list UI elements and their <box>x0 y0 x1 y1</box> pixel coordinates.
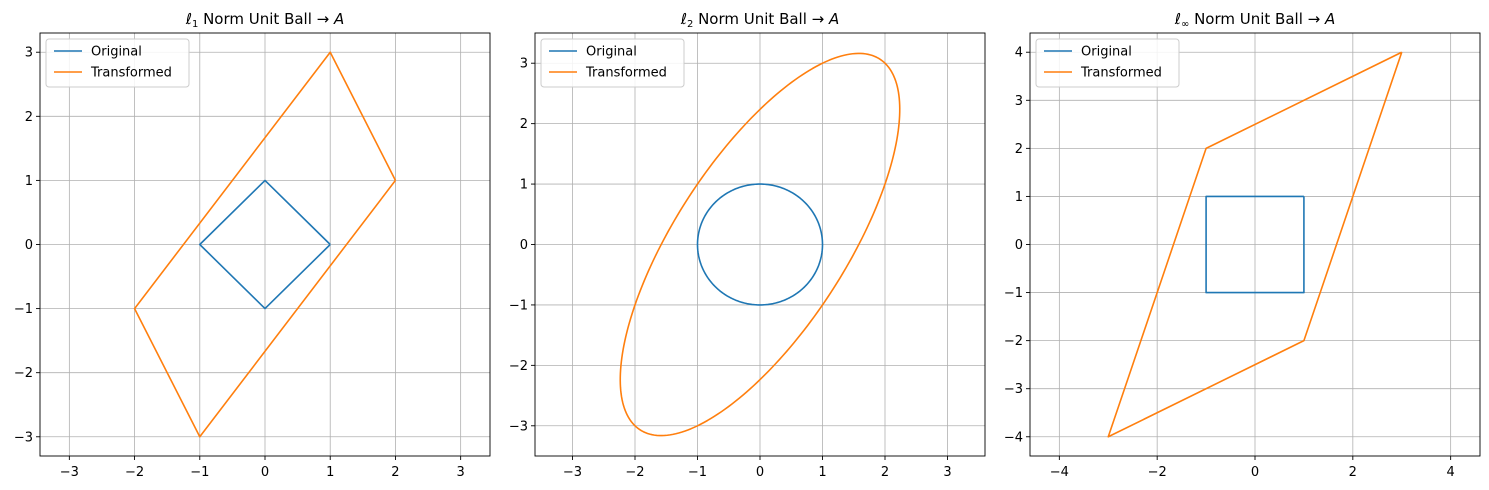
x-tick-label: 1 <box>326 465 334 480</box>
y-tick-label: 4 <box>1015 46 1023 61</box>
x-tick-label: −2 <box>1148 465 1167 480</box>
legend-label-original: Original <box>91 45 142 60</box>
subplot-1: −3 −2 −1 0 1 2 3 −3 −2 −1 0 1 2 3 ℓ1 Norm Unit Ball → … <box>14 10 491 480</box>
y-tick-label: 1 <box>1015 190 1023 205</box>
x-tick-label: 2 <box>1349 465 1357 480</box>
y-tick-label: 0 <box>25 238 33 253</box>
y-tick-label: −3 <box>14 430 33 445</box>
x-tick-label: 3 <box>943 465 951 480</box>
y-tick-label: 2 <box>25 110 33 125</box>
x-tick-label: −2 <box>125 465 144 480</box>
x-tick-label: −4 <box>1050 465 1069 480</box>
subplot-2: −3 −2 −1 0 1 2 3 −3 −2 −1 0 1 2 3 ℓ2 Norm Unit Ball → … <box>509 10 986 480</box>
subplot-3: −4 −2 0 2 4 −4 −3 −2 −1 0 1 2 3 4 ℓ∞ Norm Unit Ball → … <box>1004 10 1481 480</box>
x-tick-label: −3 <box>563 465 582 480</box>
legend: Original Transformed <box>45 38 190 88</box>
y-tick-label: −4 <box>1004 430 1023 445</box>
series-line-transformed <box>619 52 901 437</box>
y-tick-label: −2 <box>509 359 528 374</box>
legend-label-original: Original <box>1081 45 1132 60</box>
y-tick-label: −1 <box>1004 286 1023 301</box>
legend: Original Transformed <box>540 38 685 88</box>
series-line-original <box>198 179 331 310</box>
series-line-transformed <box>1107 51 1403 438</box>
y-tick-label: −1 <box>14 302 33 317</box>
y-tick-label: 0 <box>1015 238 1023 253</box>
y-tick-label: 1 <box>25 174 33 189</box>
y-tick-label: −3 <box>1004 382 1023 397</box>
y-tick-label: −1 <box>509 298 528 313</box>
y-tick-label: −2 <box>14 366 33 381</box>
legend-label-transformed: Transformed <box>90 66 172 81</box>
chart-title: ℓ∞ Norm Unit Ball → A <box>1174 10 1336 30</box>
x-tick-label: −1 <box>190 465 209 480</box>
x-tick-label: 0 <box>756 465 764 480</box>
legend-label-original: Original <box>586 45 637 60</box>
x-tick-label: −2 <box>625 465 644 480</box>
x-tick-label: 2 <box>881 465 889 480</box>
x-tick-label: 3 <box>457 465 465 480</box>
y-tick-label: −2 <box>1004 334 1023 349</box>
legend: Original Transformed <box>1035 38 1180 88</box>
chart-title: ℓ2 Norm Unit Ball → A <box>680 10 840 30</box>
y-tick-label: 2 <box>1015 142 1023 157</box>
y-tick-label: 1 <box>520 178 528 193</box>
legend-label-transformed: Transformed <box>585 66 667 81</box>
y-tick-label: 0 <box>520 238 528 253</box>
legend-label-transformed: Transformed <box>1080 66 1162 81</box>
x-tick-label: 4 <box>1447 465 1455 480</box>
x-tick-label: 1 <box>818 465 826 480</box>
x-tick-label: 0 <box>1251 465 1259 480</box>
y-tick-label: 3 <box>25 46 33 61</box>
x-tick-label: 2 <box>391 465 399 480</box>
chart-title: ℓ1 Norm Unit Ball → A <box>185 10 345 30</box>
y-tick-label: 3 <box>520 57 528 72</box>
x-tick-label: −3 <box>60 465 79 480</box>
series-line-original <box>1205 195 1305 294</box>
series-line-original <box>696 183 824 306</box>
x-tick-label: 0 <box>261 465 269 480</box>
y-tick-label: 3 <box>1015 94 1023 109</box>
x-tick-label: −1 <box>688 465 707 480</box>
y-tick-label: 2 <box>520 117 528 132</box>
y-tick-label: −3 <box>509 419 528 434</box>
series-line-transformed <box>133 51 397 438</box>
